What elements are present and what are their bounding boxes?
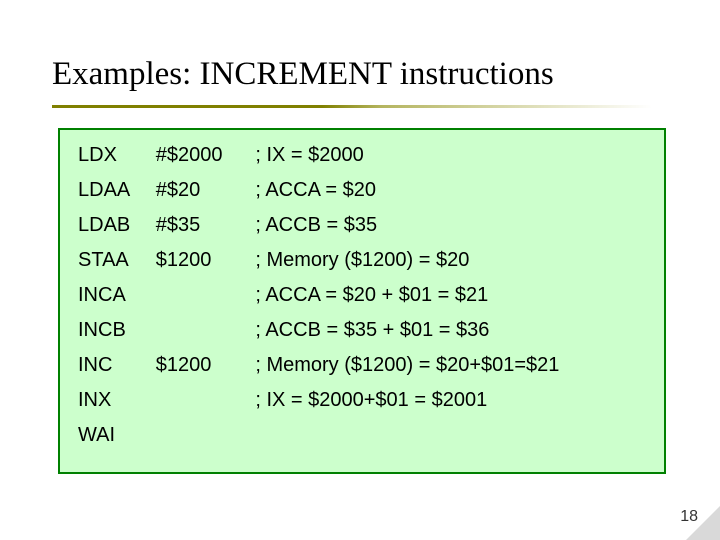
operand-cell [152, 278, 252, 313]
mnemonic-cell: INX [74, 383, 152, 418]
table-row: LDX#$2000; IX = $2000 [74, 138, 650, 173]
table-row: INCA ; ACCA = $20 + $01 = $21 [74, 278, 650, 313]
comment-cell [251, 418, 650, 453]
table-row: INX ; IX = $2000+$01 = $2001 [74, 383, 650, 418]
table-row: INC$1200; Memory ($1200) = $20+$01=$21 [74, 348, 650, 383]
operand-cell: #$2000 [152, 138, 252, 173]
mnemonic-cell: STAA [74, 243, 152, 278]
comment-cell: ; Memory ($1200) = $20+$01=$21 [251, 348, 650, 383]
comment-cell: ; IX = $2000+$01 = $2001 [251, 383, 650, 418]
table-row: INCB ; ACCB = $35 + $01 = $36 [74, 313, 650, 348]
mnemonic-cell: INCB [74, 313, 152, 348]
mnemonic-cell: INCA [74, 278, 152, 313]
mnemonic-cell: LDAB [74, 208, 152, 243]
operand-cell: $1200 [152, 348, 252, 383]
mnemonic-cell: WAI [74, 418, 152, 453]
instruction-table: LDX#$2000; IX = $2000LDAA#$20; ACCA = $2… [74, 138, 650, 453]
operand-cell [152, 383, 252, 418]
operand-cell: #$35 [152, 208, 252, 243]
table-row: WAI [74, 418, 650, 453]
comment-cell: ; IX = $2000 [251, 138, 650, 173]
title-underline [52, 105, 652, 108]
code-box: LDX#$2000; IX = $2000LDAA#$20; ACCA = $2… [58, 128, 666, 474]
comment-cell: ; Memory ($1200) = $20 [251, 243, 650, 278]
operand-cell [152, 313, 252, 348]
table-row: STAA$1200; Memory ($1200) = $20 [74, 243, 650, 278]
table-row: LDAB#$35; ACCB = $35 [74, 208, 650, 243]
operand-cell: #$20 [152, 173, 252, 208]
table-row: LDAA#$20; ACCA = $20 [74, 173, 650, 208]
operand-cell [152, 418, 252, 453]
slide: Examples: INCREMENT instructions LDX#$20… [0, 0, 720, 540]
comment-cell: ; ACCB = $35 [251, 208, 650, 243]
operand-cell: $1200 [152, 243, 252, 278]
comment-cell: ; ACCA = $20 [251, 173, 650, 208]
mnemonic-cell: LDX [74, 138, 152, 173]
comment-cell: ; ACCA = $20 + $01 = $21 [251, 278, 650, 313]
slide-title: Examples: INCREMENT instructions [52, 56, 554, 93]
comment-cell: ; ACCB = $35 + $01 = $36 [251, 313, 650, 348]
mnemonic-cell: LDAA [74, 173, 152, 208]
page-curl-icon [686, 506, 720, 540]
mnemonic-cell: INC [74, 348, 152, 383]
